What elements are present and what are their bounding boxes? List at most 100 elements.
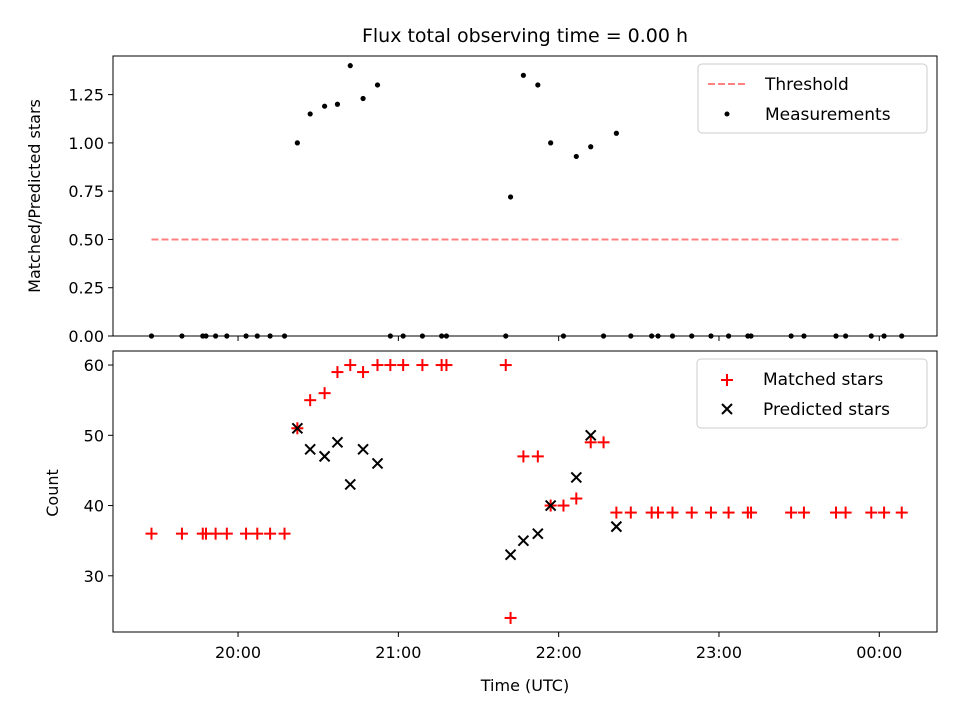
measurements-point [374,82,381,88]
matched-stars-point [504,611,517,624]
matched-stars-point [839,506,852,519]
predicted-stars-point [357,443,369,456]
predicted-stars-point [610,520,623,533]
top-axes-frame [112,55,938,337]
matched-stars-point [175,527,188,540]
y-tick-label: 60 [84,356,104,375]
matched-stars-point [440,359,453,372]
matched-stars-point [797,506,810,519]
measurements-point [573,153,579,160]
matched-stars-point [878,506,891,519]
measurements-point [347,63,353,69]
matched-stars-point [371,359,384,372]
x-tick-label: 20:00 [215,643,261,662]
matched-stars-point [610,506,623,519]
y-tick-label: 1.00 [68,134,104,153]
matched-stars-point [251,527,264,540]
x-tick-label: 23:00 [696,643,742,662]
x-tick-label: 00:00 [856,643,902,662]
predicted-stars-point [331,436,344,449]
matched-stars-point [344,359,357,372]
measurements-point [507,194,514,200]
bottom-axes-frame [112,350,938,633]
measurements-point [360,95,366,102]
predicted-stars-point [585,429,597,442]
matched-stars-point [666,506,679,519]
matched-stars-point [895,506,908,519]
matched-stars-point [499,359,512,372]
bottom-legend-box [696,358,928,429]
legend-threshold-label: Threshold [764,75,849,95]
matched-stars-point [145,527,158,540]
measurements-point [535,82,541,88]
predicted-stars-point [371,457,384,470]
matched-stars-point [597,436,610,449]
matched-stars-point [397,359,410,372]
matched-stars-point [416,359,429,372]
top-y-axis-label: Matched/Predicted stars [25,99,44,293]
matched-stars-point [220,527,233,540]
measurements-point [334,101,341,107]
matched-stars-point [209,527,222,540]
y-tick-label: 30 [84,567,104,586]
matched-stars-point [318,387,331,400]
matched-stars-point [624,506,637,519]
matched-stars-point [785,506,798,519]
matched-stars-point [722,506,735,519]
bottom-panel: Count Time (UTC) 30 40 50 60 20:00 21:00 22:00… [43,350,938,695]
predicted-stars-point [570,471,583,484]
y-tick-label: 50 [84,426,104,445]
measurements-point [548,140,554,146]
matched-stars-point [240,527,253,540]
matched-stars-point [704,506,717,519]
measurements-point [307,111,313,117]
y-tick-label: 0.00 [68,327,104,346]
measurements-point [294,140,300,146]
matched-stars-point [357,366,370,379]
top-plot-area: 0.00 0.25 0.50 0.75 1.00 1.25 [68,63,905,346]
matched-stars-point [278,527,291,540]
predicted-stars-point [504,549,517,561]
matched-stars-point [557,499,570,512]
y-tick-label: 40 [84,497,104,516]
predicted-stars-point [304,443,316,456]
matched-stars-point [584,436,597,449]
legend-measurements-label: Measurements [765,105,891,125]
measurements-point [520,72,526,78]
matched-stars-point [517,450,530,463]
matched-stars-point [865,506,878,519]
y-tick-label: 0.75 [68,182,104,201]
legend-predicted-label: Predicted stars [763,400,890,420]
matched-stars-point [531,450,544,463]
legend-predicted-swatch [721,403,733,415]
matched-stars-point [652,506,665,519]
predicted-stars-point [318,450,331,463]
matched-stars-point [745,506,758,519]
legend-matched-swatch [721,374,733,386]
matched-stars-point [384,359,397,372]
bottom-legend: Matched stars Predicted stars [696,358,928,429]
top-legend: Threshold Measurements [697,63,928,134]
predicted-stars-point [517,534,530,547]
matched-stars-point [304,394,317,407]
predicted-stars-point [544,499,557,512]
chart-title: Flux total observing time = 0.00 h [362,25,688,47]
y-tick-label: 1.25 [68,86,104,105]
y-tick-label: 0.50 [68,230,104,249]
x-tick-label: 22:00 [536,643,582,662]
matched-stars-point [570,492,583,505]
y-tick-label: 0.25 [68,279,104,298]
top-panel: Flux total observing time = 0.00 h Match… [25,25,938,346]
legend-matched-label: Matched stars [763,370,883,390]
top-legend-box [697,63,928,134]
measurements-point [613,130,619,136]
measurements-point [322,103,328,109]
bottom-plot-area: 30 40 50 60 20:00 21:00 22:00 23:00 00:00 [84,356,908,662]
x-tick-label: 21:00 [375,643,421,662]
matched-stars-point [331,366,344,379]
predicted-stars-point [291,422,304,434]
x-axis-label: Time (UTC) [480,676,569,695]
matched-stars-point [264,527,277,540]
legend-measurements-swatch [724,111,730,117]
